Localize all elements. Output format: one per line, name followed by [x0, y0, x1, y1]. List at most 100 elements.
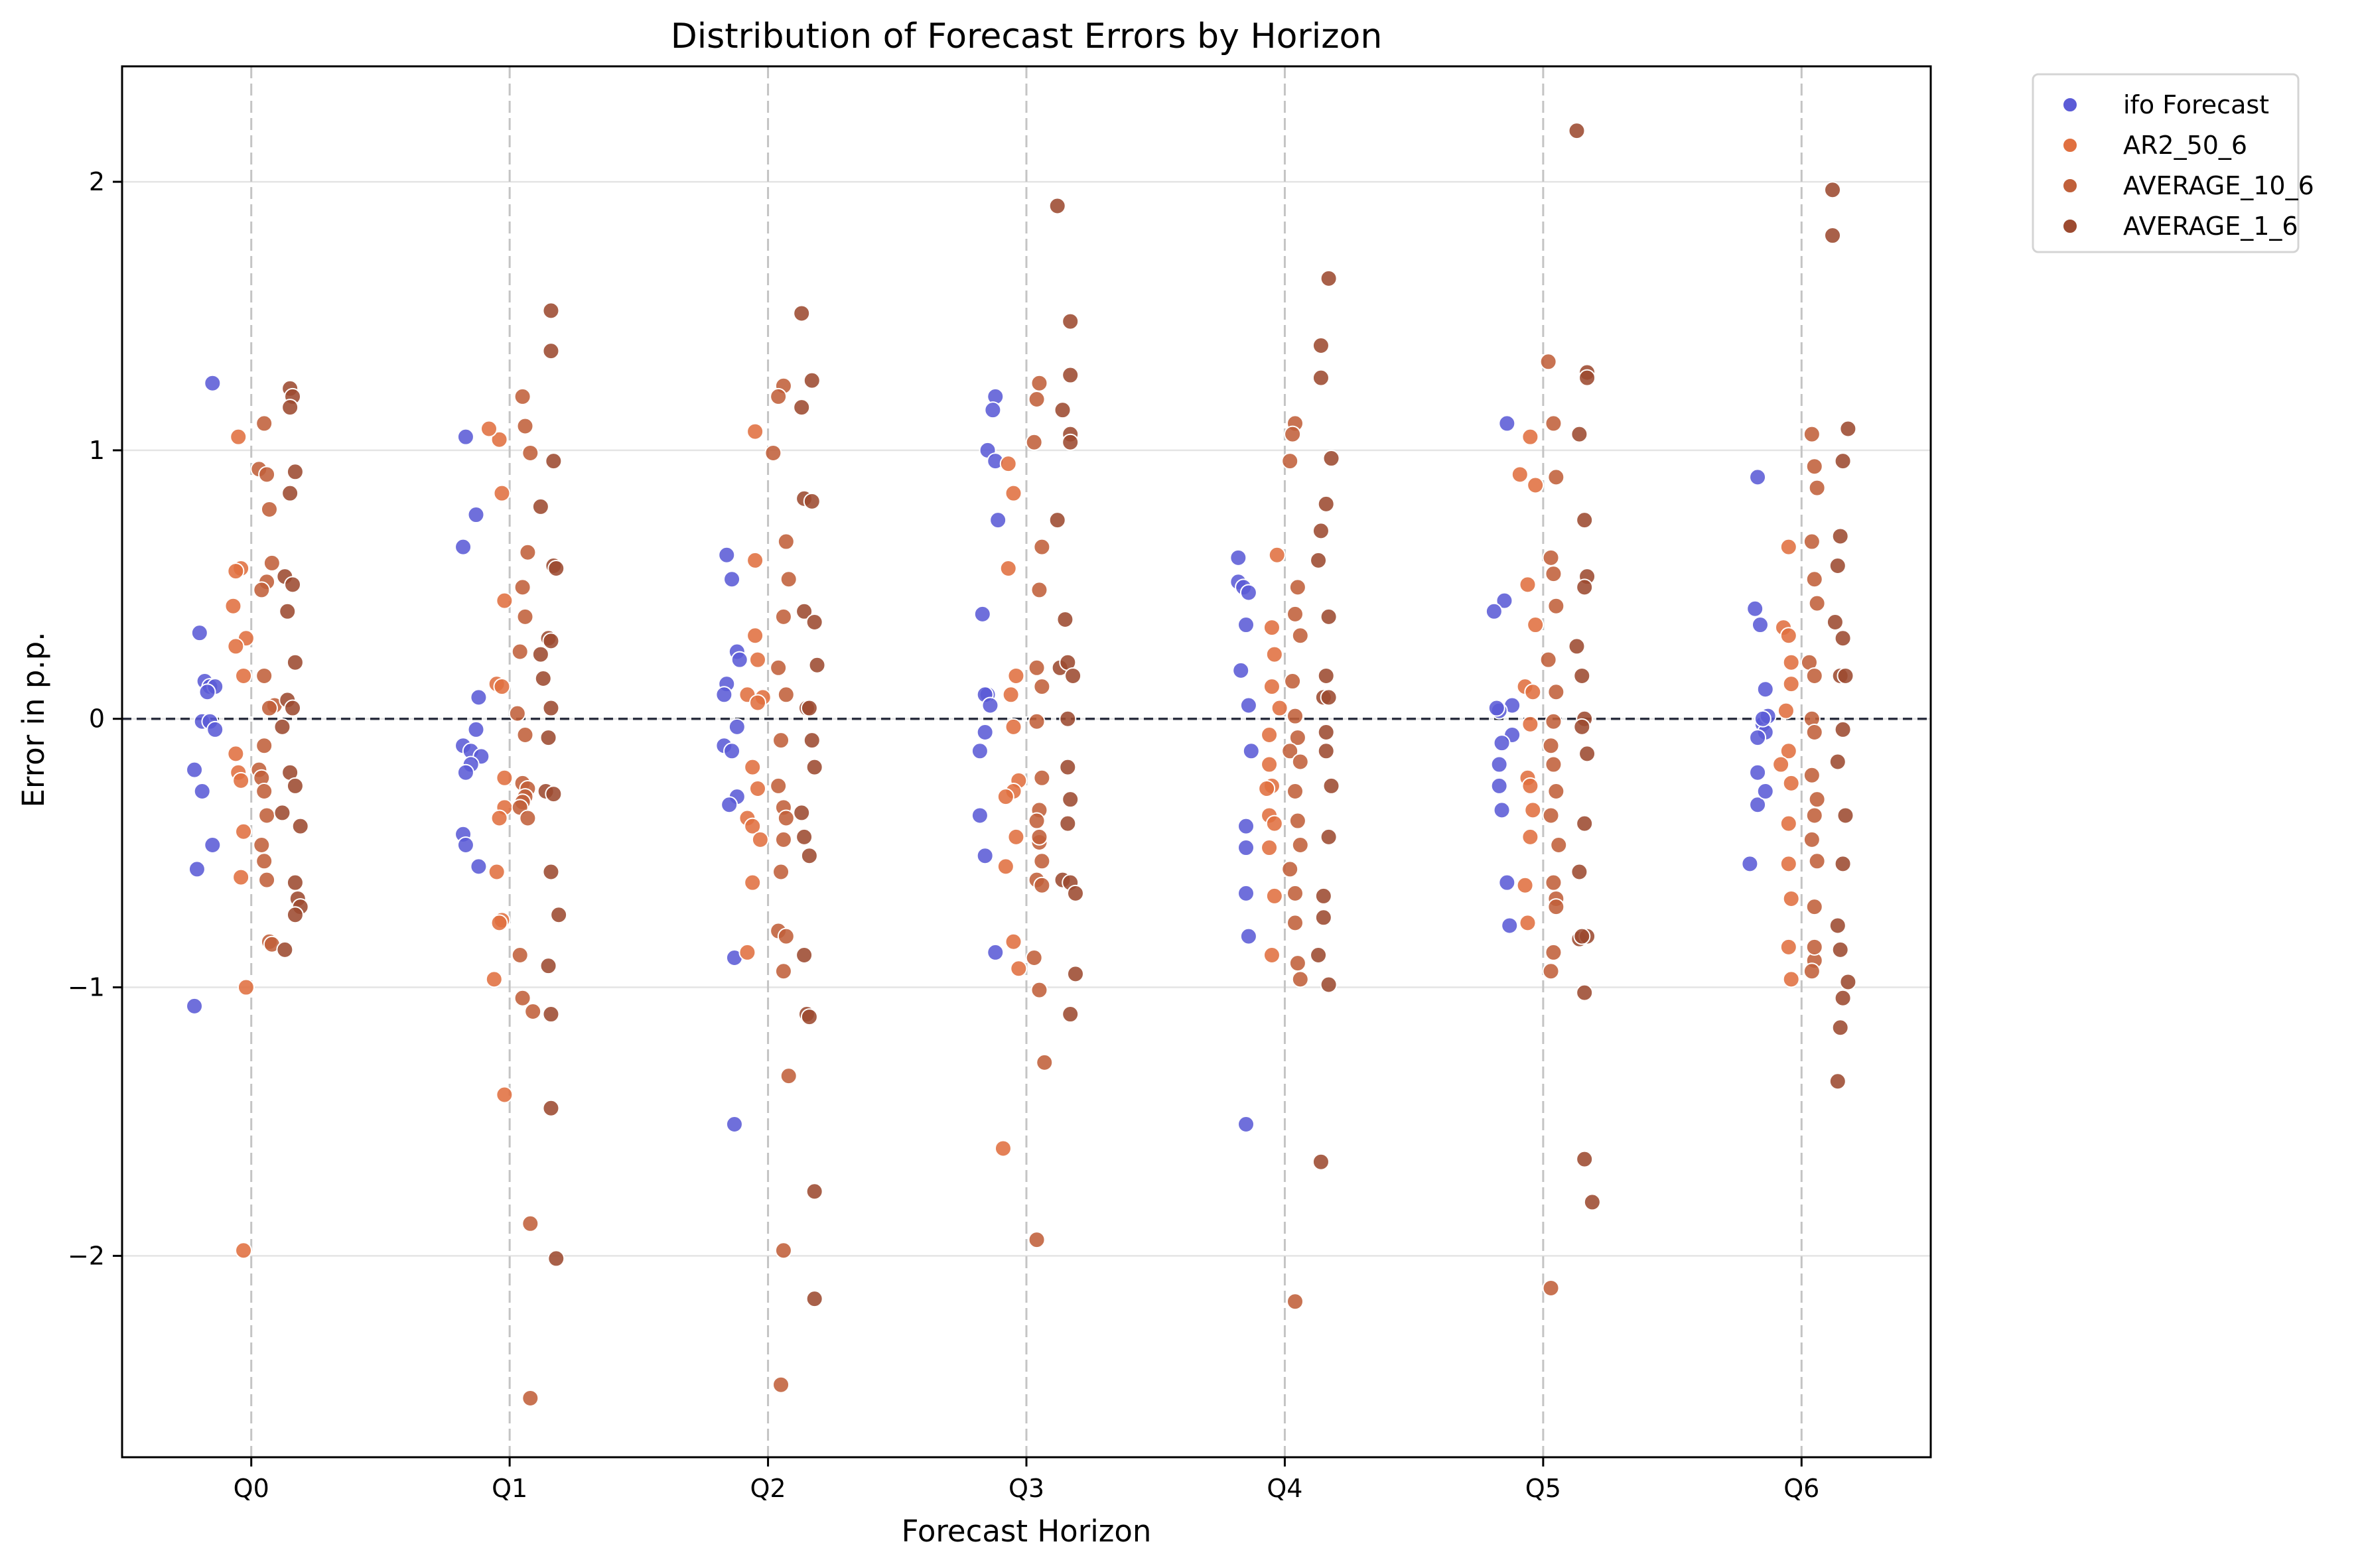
data-point	[1312, 1153, 1330, 1171]
data-point	[281, 484, 299, 502]
data-point	[1025, 433, 1043, 451]
y-tick-label: −1	[68, 973, 105, 1002]
data-point	[1322, 777, 1340, 795]
data-points	[186, 122, 1857, 1407]
data-point	[1025, 949, 1043, 967]
data-point	[1803, 830, 1821, 848]
data-point	[542, 632, 560, 650]
data-point	[204, 836, 222, 854]
data-point	[1317, 723, 1335, 741]
data-point	[800, 847, 818, 865]
data-point	[1805, 723, 1823, 741]
x-tick-label: Q6	[1783, 1474, 1819, 1503]
legend-entry-label: AVERAGE_1_6	[2123, 212, 2298, 241]
data-point	[490, 914, 508, 932]
data-point	[1237, 884, 1255, 902]
data-point	[1237, 817, 1255, 835]
data-point	[1545, 943, 1563, 961]
data-point	[230, 428, 247, 446]
data-point	[253, 581, 271, 599]
data-point	[1501, 917, 1519, 935]
data-point	[470, 858, 488, 876]
data-point	[1265, 815, 1283, 832]
data-point	[997, 858, 1014, 876]
data-point	[496, 1086, 514, 1104]
data-point	[1261, 726, 1279, 744]
data-point	[744, 817, 762, 835]
data-point	[728, 718, 746, 736]
data-point	[976, 847, 994, 865]
x-tick-label: Q3	[1008, 1474, 1044, 1503]
data-point	[725, 1116, 743, 1134]
data-point	[997, 788, 1014, 806]
data-point	[1777, 702, 1795, 720]
data-point	[1007, 667, 1025, 685]
data-point	[999, 455, 1017, 473]
data-point	[524, 1002, 542, 1020]
data-point	[534, 670, 552, 688]
data-point	[1310, 946, 1328, 964]
data-point	[723, 742, 741, 760]
data-point	[1545, 712, 1563, 730]
legend-entry-label: AVERAGE_10_6	[2123, 171, 2314, 200]
data-point	[235, 822, 253, 840]
data-point	[542, 1006, 560, 1023]
data-point	[1322, 450, 1340, 468]
data-point	[1524, 683, 1542, 701]
data-point	[1028, 390, 1046, 408]
data-point	[774, 962, 792, 980]
data-point	[1837, 807, 1854, 824]
data-point	[286, 777, 304, 795]
data-point	[1527, 616, 1545, 634]
data-point	[748, 779, 766, 797]
data-point	[454, 538, 472, 556]
data-point	[1519, 914, 1537, 932]
data-point	[1831, 1019, 1849, 1037]
data-point	[1291, 836, 1309, 854]
data-point	[1281, 742, 1299, 760]
data-point	[1576, 578, 1594, 596]
y-tick-label: −2	[68, 1241, 105, 1270]
data-point	[542, 342, 560, 360]
data-point	[1028, 712, 1046, 730]
data-point	[1547, 597, 1565, 615]
data-point	[1519, 576, 1537, 594]
data-point	[519, 809, 537, 827]
data-point	[284, 576, 302, 594]
data-point	[1028, 812, 1046, 830]
data-point	[260, 500, 278, 518]
data-point	[1749, 796, 1767, 814]
data-point	[291, 817, 309, 835]
data-point	[1242, 742, 1260, 760]
data-point	[237, 978, 255, 996]
data-point	[770, 387, 788, 405]
data-point	[488, 863, 506, 881]
data-point	[276, 941, 294, 958]
data-point	[1033, 852, 1051, 870]
data-point	[516, 726, 534, 744]
data-point	[1030, 374, 1048, 392]
data-point	[1542, 737, 1560, 755]
data-point	[1495, 592, 1513, 610]
data-point	[1803, 962, 1821, 980]
data-point	[1005, 484, 1022, 502]
data-point	[1286, 605, 1304, 623]
data-point	[1803, 533, 1821, 551]
data-point	[1002, 686, 1020, 704]
data-point	[715, 686, 733, 704]
data-point	[1229, 549, 1247, 566]
data-point	[1805, 570, 1823, 588]
data-point	[1312, 369, 1330, 387]
data-point	[1568, 637, 1586, 655]
data-point	[1578, 745, 1596, 763]
data-point	[1511, 466, 1529, 484]
data-point	[227, 562, 245, 580]
data-point	[263, 554, 281, 572]
data-point	[1291, 627, 1309, 645]
data-point	[286, 906, 304, 924]
data-point	[1028, 659, 1046, 677]
y-tick-label: 1	[89, 436, 105, 465]
data-point	[1268, 546, 1286, 564]
data-point	[1805, 667, 1823, 685]
data-point	[1516, 876, 1534, 894]
